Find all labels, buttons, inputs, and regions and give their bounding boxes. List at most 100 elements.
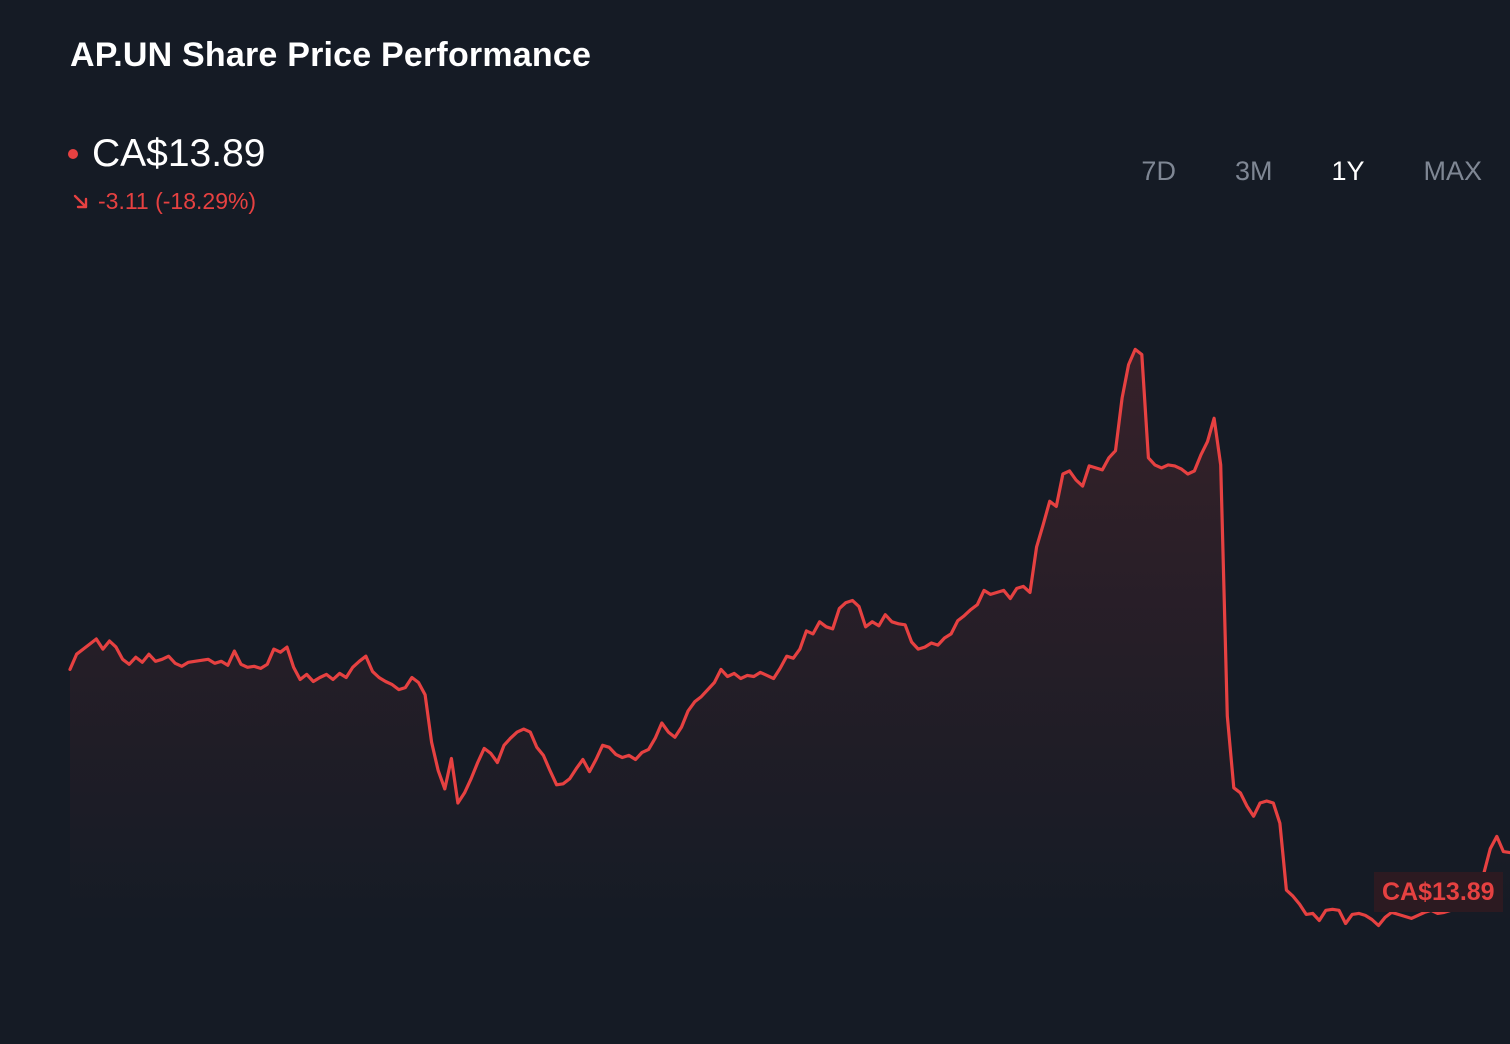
price-point (1292, 895, 1295, 898)
price-point (147, 653, 150, 656)
price-point (207, 658, 210, 661)
price-point (726, 675, 729, 678)
price-point (1094, 466, 1097, 469)
price-point (555, 783, 558, 786)
price-point (338, 672, 341, 675)
price-point (1088, 464, 1091, 467)
price-point (1410, 917, 1413, 920)
price-point (456, 802, 459, 805)
price-point (115, 646, 118, 649)
price-point (1436, 912, 1439, 915)
price-point (529, 731, 532, 734)
price-point (864, 625, 867, 628)
price-point (785, 655, 788, 658)
range-tab-max[interactable]: MAX (1423, 156, 1482, 186)
price-point (851, 599, 854, 602)
price-point (1167, 463, 1170, 466)
price-point (286, 646, 289, 649)
price-point (417, 681, 420, 684)
price-point (568, 777, 571, 780)
price-point (1140, 353, 1143, 356)
price-point (516, 731, 519, 734)
price-point (746, 674, 749, 677)
price-point (1305, 913, 1308, 916)
price-point (792, 657, 795, 660)
price-point (1002, 589, 1005, 592)
chart-title: AP.UN Share Price Performance (70, 36, 592, 74)
price-point (167, 655, 170, 658)
price-point (1180, 467, 1183, 470)
price-point (1022, 585, 1025, 588)
price-point (1318, 919, 1321, 922)
price-point (1219, 463, 1222, 466)
price-point (1015, 587, 1018, 590)
price-point (1160, 466, 1163, 469)
price-point (904, 623, 907, 626)
price-point (424, 693, 427, 696)
price-point (1232, 786, 1235, 789)
price-point (384, 680, 387, 683)
price-point (779, 667, 782, 670)
range-tab-7d[interactable]: 7D (1141, 156, 1176, 186)
price-point (259, 667, 262, 670)
price-point (101, 648, 104, 651)
price-point (687, 709, 690, 712)
price-point (588, 770, 591, 773)
price-point (233, 650, 236, 653)
range-tabs: 7D 3M 1Y MAX (1082, 156, 1482, 187)
price-point (332, 678, 335, 681)
price-area (70, 349, 1510, 926)
price-point (450, 757, 453, 760)
price-point (246, 666, 249, 669)
range-tab-1y[interactable]: 1Y (1331, 156, 1365, 186)
price-point (858, 605, 861, 608)
price-point (976, 603, 979, 606)
price-point (1173, 464, 1176, 467)
range-tab-3m[interactable]: 3M (1234, 156, 1273, 186)
series-dot-icon (68, 149, 78, 159)
price-point (1193, 469, 1196, 472)
price-point (220, 660, 223, 663)
price-point (213, 662, 216, 665)
price-point (187, 661, 190, 664)
price-point (1285, 889, 1288, 892)
price-point (805, 629, 808, 632)
price-point (1009, 597, 1012, 600)
price-point (299, 678, 302, 681)
price-point (818, 620, 821, 623)
price-point (430, 741, 433, 744)
price-point (1502, 850, 1505, 853)
price-point (1127, 363, 1130, 366)
price-point (1029, 591, 1032, 594)
price-point (1370, 918, 1373, 921)
price-point (371, 670, 374, 673)
price-point (752, 675, 755, 678)
price-point (996, 591, 999, 594)
price-point (134, 656, 137, 659)
price-point (509, 737, 512, 740)
price-point (1351, 913, 1354, 916)
price-point (825, 625, 828, 628)
price-point (200, 659, 203, 662)
price-point (1107, 456, 1110, 459)
price-point (1377, 924, 1380, 927)
price-point (292, 666, 295, 669)
price-point (739, 677, 742, 680)
price-point (1048, 500, 1051, 503)
price-point (1134, 348, 1137, 351)
price-point (1331, 908, 1334, 911)
last-price-label: CA$13.89 (1374, 872, 1503, 912)
price-point (963, 614, 966, 617)
price-point (69, 668, 72, 671)
price-point (601, 744, 604, 747)
price-point (713, 681, 716, 684)
price-point (154, 660, 157, 663)
price-point (1147, 456, 1150, 459)
price-point (88, 643, 91, 646)
price-point (614, 753, 617, 756)
price-point (325, 673, 328, 676)
price-point (174, 662, 177, 665)
price-point (266, 663, 269, 666)
price-point (1397, 913, 1400, 916)
